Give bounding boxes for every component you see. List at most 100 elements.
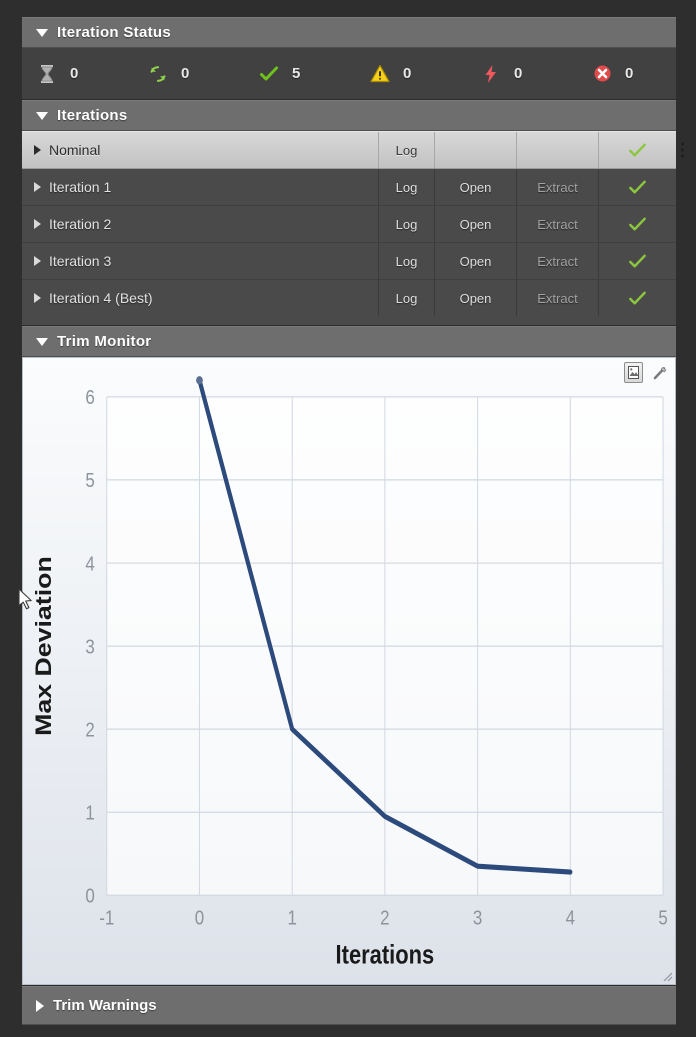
row-status: [598, 169, 676, 205]
log-button[interactable]: Log: [378, 132, 434, 168]
log-button[interactable]: Log: [378, 206, 434, 242]
iteration-name-cell[interactable]: Nominal: [22, 132, 378, 168]
iterations-table: Nominal Log Iteration 1: [22, 131, 684, 326]
extract-button[interactable]: Extract: [516, 280, 598, 316]
svg-text:5: 5: [85, 470, 94, 493]
table-row[interactable]: Iteration 2 Log Open Extract: [22, 206, 676, 243]
grid-horizontal: [106, 396, 664, 896]
svg-text:3: 3: [473, 907, 482, 930]
status-count-warnings: 0: [403, 65, 412, 82]
status-item-failed[interactable]: 0: [591, 63, 696, 85]
error-circle-icon: [591, 63, 613, 85]
wand-icon[interactable]: [652, 363, 669, 382]
svg-text:-1: -1: [99, 907, 114, 930]
iteration-label: Iteration 3: [49, 253, 112, 269]
log-button[interactable]: Log: [378, 280, 434, 316]
lightning-icon: [480, 63, 502, 85]
triangle-right-icon[interactable]: [34, 293, 41, 303]
status-item-succeeded[interactable]: 5: [258, 63, 369, 85]
open-button[interactable]: Open: [434, 169, 516, 205]
trim-monitor-chart: 0 1 2 3 4 5 6 -1 0 1 2 3: [22, 357, 676, 985]
panel-stack: Iteration Status 0: [22, 17, 684, 1025]
extract-button[interactable]: Extract: [516, 243, 598, 279]
triangle-right-icon[interactable]: [34, 219, 41, 229]
trim-monitor-panel: Trim Monitor: [22, 326, 676, 986]
check-icon: [629, 291, 646, 304]
check-icon: [629, 254, 646, 267]
warning-icon: [369, 63, 391, 85]
triangle-down-icon: [36, 28, 48, 37]
table-row[interactable]: Iteration 3 Log Open Extract: [22, 243, 676, 280]
triangle-down-icon: [36, 111, 48, 120]
status-item-warnings[interactable]: 0: [369, 63, 480, 85]
data-point: [196, 376, 203, 385]
svg-text:4: 4: [85, 553, 94, 576]
extract-button[interactable]: Extract: [516, 206, 598, 242]
status-count-errors: 0: [514, 65, 523, 82]
triangle-down-icon: [36, 337, 48, 346]
log-button[interactable]: Log: [378, 243, 434, 279]
status-count-pending: 0: [70, 65, 79, 82]
table-row[interactable]: Iteration 1 Log Open Extract: [22, 169, 676, 206]
refresh-icon: [147, 63, 169, 85]
iteration-name-cell[interactable]: Iteration 4 (Best): [22, 280, 378, 316]
section-header-trim-warnings[interactable]: Trim Warnings: [22, 986, 676, 1025]
section-header-iterations[interactable]: Iterations: [22, 100, 676, 131]
status-count-running: 0: [181, 65, 190, 82]
section-header-trim-monitor[interactable]: Trim Monitor: [22, 326, 676, 357]
iteration-name-cell[interactable]: Iteration 2: [22, 206, 378, 242]
triangle-right-icon[interactable]: [34, 145, 41, 155]
section-title-iteration-status: Iteration Status: [57, 24, 171, 41]
svg-text:2: 2: [85, 719, 94, 742]
plot-area: 0 1 2 3 4 5 6 -1 0 1 2 3: [32, 376, 668, 970]
svg-text:5: 5: [658, 907, 667, 930]
y-axis-label: Max Deviation: [32, 556, 56, 736]
section-title-trim-monitor: Trim Monitor: [57, 333, 152, 350]
row-status: [598, 132, 676, 168]
svg-text:0: 0: [85, 885, 94, 908]
hourglass-icon: [36, 63, 58, 85]
svg-text:1: 1: [85, 802, 94, 825]
open-button[interactable]: Open: [434, 206, 516, 242]
table-row[interactable]: Nominal Log: [22, 131, 684, 169]
open-cell-empty: [434, 132, 516, 168]
open-button[interactable]: Open: [434, 243, 516, 279]
iteration-name-cell[interactable]: Iteration 1: [22, 169, 378, 205]
svg-text:4: 4: [566, 907, 575, 930]
status-item-errors[interactable]: 0: [480, 63, 591, 85]
svg-text:3: 3: [85, 636, 94, 659]
data-line-max-deviation: [197, 377, 573, 875]
triangle-right-icon[interactable]: [34, 182, 41, 192]
check-icon: [258, 63, 280, 85]
row-status: [598, 243, 676, 279]
iteration-label: Nominal: [49, 142, 101, 158]
status-item-running[interactable]: 0: [147, 63, 258, 85]
extract-cell-empty: [516, 132, 598, 168]
y-axis-tick-labels: 0 1 2 3 4 5 6: [85, 387, 94, 908]
resize-grip[interactable]: [660, 969, 673, 982]
triangle-right-icon[interactable]: [34, 256, 41, 266]
iteration-status-bar: 0 0 5: [22, 48, 676, 100]
x-axis-tick-labels: -1 0 1 2 3 4 5: [99, 907, 668, 930]
section-title-iterations: Iterations: [57, 107, 128, 124]
iteration-name-cell[interactable]: Iteration 3: [22, 243, 378, 279]
row-status: [598, 206, 676, 242]
row-status: [598, 280, 676, 316]
section-header-iteration-status[interactable]: Iteration Status: [22, 17, 676, 48]
iteration-label: Iteration 1: [49, 179, 112, 195]
svg-text:0: 0: [195, 907, 204, 930]
check-icon: [629, 180, 646, 193]
status-item-pending[interactable]: 0: [36, 63, 147, 85]
export-image-icon[interactable]: [624, 362, 643, 383]
status-count-succeeded: 5: [292, 65, 301, 82]
open-button[interactable]: Open: [434, 280, 516, 316]
table-row[interactable]: Iteration 4 (Best) Log Open Extract: [22, 280, 676, 316]
iteration-label: Iteration 4 (Best): [49, 290, 153, 306]
x-axis-label: Iterations: [336, 940, 435, 970]
triangle-right-icon: [36, 999, 44, 1012]
log-button[interactable]: Log: [378, 169, 434, 205]
chart-toolbar: [624, 362, 669, 383]
row-drag-handle[interactable]: [681, 142, 684, 158]
extract-button[interactable]: Extract: [516, 169, 598, 205]
